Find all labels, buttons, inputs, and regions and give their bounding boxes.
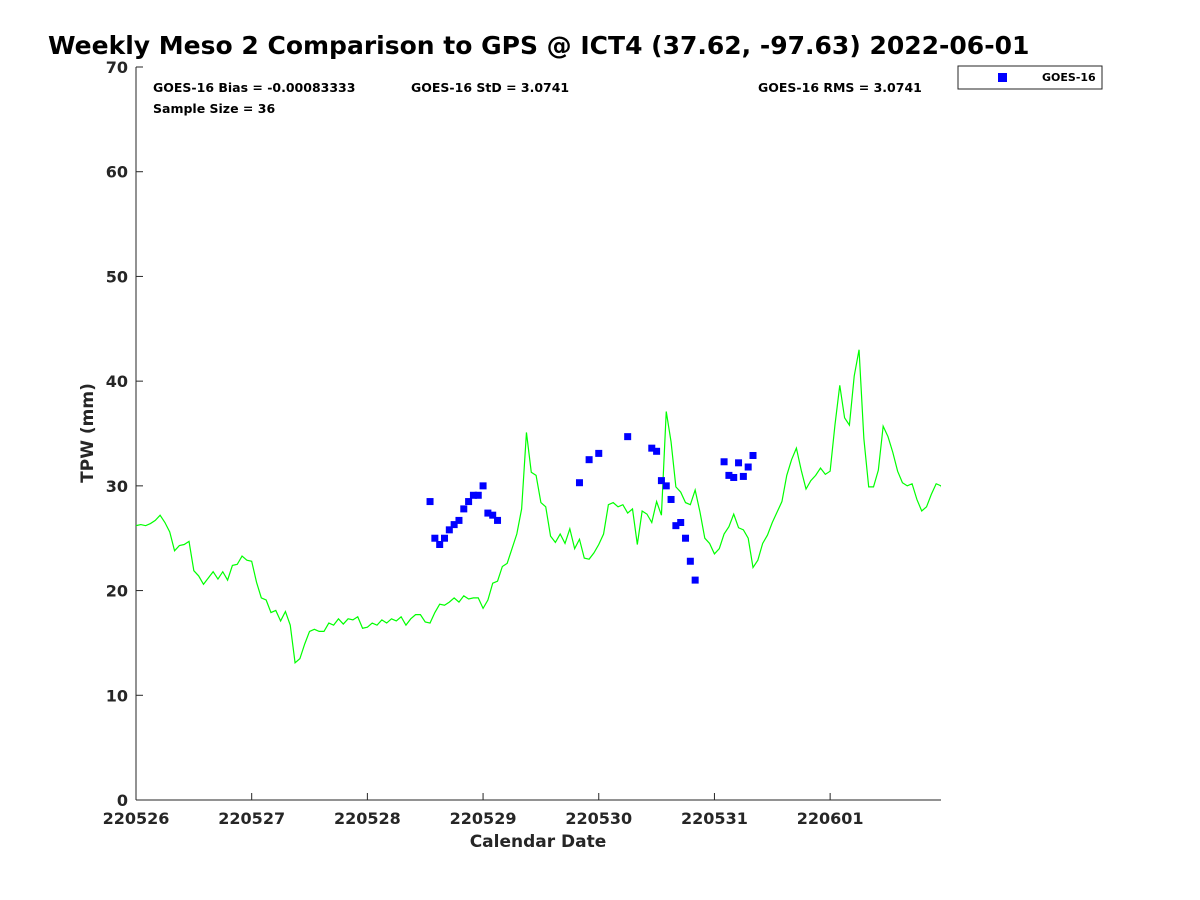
goes-16-point [657,477,665,485]
goes-16-point [667,495,675,503]
goes-16-point [465,498,473,506]
x-ticks: 220526 220527 220528 220529 220530 220531 2206… [103,793,864,828]
y-tick-label: 40 [106,372,128,391]
goes-16-point [585,456,593,464]
goes-16-point [494,516,502,524]
y-tick-label: 60 [106,163,128,182]
goes-16-point [624,433,632,441]
std-stat: GOES-16 StD = 3.0741 [411,80,569,95]
goes-16-point [653,447,661,455]
goes-16-point [479,482,487,490]
x-axis-label: Calendar Date [470,832,607,852]
legend: GOES-16 [957,65,1103,90]
x-tick-label: 220528 [334,809,401,828]
x-tick-label: 220601 [797,809,864,828]
goes-16-point [677,519,685,527]
x-tick-label: 220531 [681,809,748,828]
goes-16-point [720,458,728,466]
x-tick-label: 220526 [103,809,170,828]
chart-title: Weekly Meso 2 Comparison to GPS @ ICT4 (… [48,31,1029,60]
y-tick-label: 70 [106,58,128,77]
goes-16-point [450,521,458,529]
y-tick-label: 10 [106,686,128,705]
sample-size-stat: Sample Size = 36 [153,101,275,116]
goes-16-point [431,534,439,542]
x-tick-label: 220529 [450,809,517,828]
goes-16-point [595,449,603,457]
axes [135,67,941,801]
bias-stat: GOES-16 Bias = -0.00083333 [153,80,355,95]
legend-box [957,65,1103,90]
goes-16-point [735,459,743,467]
y-tick-label: 0 [117,791,128,810]
goes-16-point [739,472,747,480]
goes-16-point [672,522,680,530]
goes-16-point [648,444,656,452]
gps-tpw-line [136,349,941,665]
goes-16-point [730,473,738,481]
y-axis-label: TPW (mm) [78,383,98,483]
legend-label-goes-16: GOES-16 [1042,71,1096,84]
goes-16-point [441,534,449,542]
legend-marker-goes-16 [998,73,1007,82]
goes-16-point [469,491,477,499]
goes-16-point [460,505,468,513]
stats-annotation: GOES-16 Bias = -0.00083333 GOES-16 StD =… [153,80,922,116]
goes-16-point [686,557,694,565]
goes-16-point [436,540,444,548]
goes-16-point [662,482,670,490]
goes-16-point [744,463,752,471]
goes-16-point [426,498,434,506]
y-ticks: 0 10 20 30 40 50 60 70 [106,58,143,810]
goes-16-point [575,479,583,487]
goes-16-point [445,526,453,534]
y-tick-label: 50 [106,267,128,286]
goes-16-point [489,511,497,519]
y-tick-label: 30 [106,477,128,496]
goes-16-point [474,491,482,499]
goes-16-point [682,534,690,542]
goes-16-point [691,576,699,584]
x-tick-label: 220527 [218,809,285,828]
y-tick-label: 20 [106,582,128,601]
goes-16-point [455,516,463,524]
goes-16-point [484,509,492,517]
goes-16-points [426,433,757,584]
goes-16-point [725,471,733,479]
goes-16-point [749,451,757,459]
x-tick-label: 220530 [565,809,632,828]
rms-stat: GOES-16 RMS = 3.0741 [758,80,922,95]
